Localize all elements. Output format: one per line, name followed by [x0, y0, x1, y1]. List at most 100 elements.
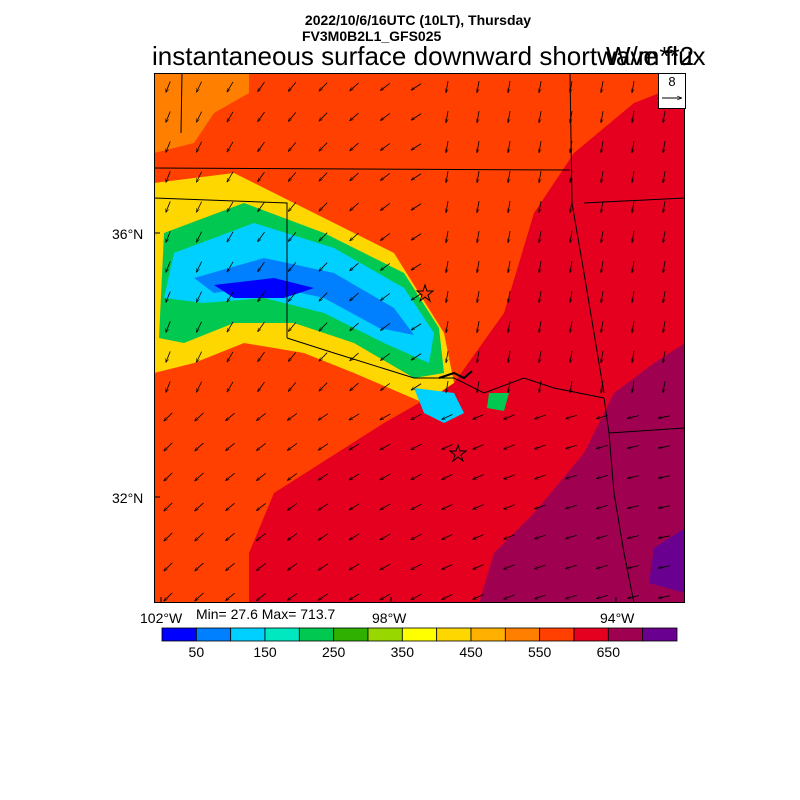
colorbar-swatch: [333, 627, 369, 642]
colorbar-tick-label: 50: [188, 644, 205, 660]
wind-arrow: [319, 112, 328, 122]
wind-arrow: [287, 563, 298, 570]
wind-arrow: [446, 351, 449, 363]
wind-arrow: [349, 563, 360, 570]
colorbar-tick-label: 450: [459, 644, 483, 660]
wind-arrow: [195, 562, 204, 571]
wind-arrow: [318, 413, 329, 421]
wind-arrow: [570, 231, 573, 243]
map-panel: [154, 73, 685, 603]
colorbar-swatch: [298, 627, 335, 642]
wind-arrow: [663, 201, 666, 213]
wind-arrow: [411, 593, 422, 601]
wind-arrow: [288, 202, 297, 211]
wind-arrow: [477, 351, 480, 363]
wind-arrow: [442, 474, 453, 480]
wind-arrow: [658, 445, 670, 448]
wind-arrow: [539, 291, 542, 303]
wind-arrow: [446, 81, 449, 93]
wind-arrow: [256, 412, 266, 420]
wind-arrow: [349, 413, 360, 420]
wind-arrow: [350, 202, 359, 211]
wind-arrow: [411, 533, 422, 541]
wind-arrow: [258, 321, 265, 332]
wind-arrow: [446, 171, 449, 183]
wind-arrow: [508, 141, 511, 153]
wind-arrow: [380, 443, 391, 451]
colorbar-swatch: [264, 627, 300, 642]
wind-arrow: [663, 291, 666, 303]
wind-arrow: [318, 593, 329, 601]
wind-arrow: [288, 172, 297, 181]
wind-arrow: [442, 444, 453, 450]
wind-arrow: [195, 171, 203, 183]
wind-arrow: [658, 535, 670, 538]
wind-arrow: [411, 143, 422, 150]
wind-arrow: [632, 291, 635, 303]
wind-arrow: [411, 203, 422, 210]
wind-arrow: [349, 443, 360, 450]
wind-arrow: [632, 201, 635, 213]
wind-arrow: [477, 291, 480, 303]
wind-arrow: [165, 351, 171, 362]
wind-arrow: [570, 201, 573, 213]
wind-arrow: [442, 594, 453, 600]
wind-arrow: [601, 351, 604, 363]
wind-arrow: [508, 291, 511, 303]
wind-arrow: [349, 503, 360, 510]
wind-arrow: [225, 472, 235, 481]
wind-arrow: [195, 111, 203, 123]
wind-arrow: [411, 503, 422, 511]
lat-label-36N: 36°N: [112, 226, 144, 242]
wind-arrow: [319, 262, 328, 272]
wind-arrow: [226, 261, 234, 272]
wind-arrow: [318, 533, 329, 541]
wind-arrow: [380, 323, 391, 330]
wind-arrow: [256, 472, 266, 480]
wind-arrow: [477, 111, 480, 123]
wind-arrow: [446, 261, 449, 273]
wind-arrow: [508, 201, 511, 213]
wind-arrow: [256, 502, 266, 510]
wind-arrow: [195, 532, 204, 541]
colorbar-tick-label: 650: [596, 644, 620, 660]
wind-arrow: [226, 291, 234, 302]
wind-arrow: [596, 505, 608, 508]
wind-arrow: [165, 111, 171, 122]
wind-arrow: [350, 352, 359, 361]
wind-arrow: [663, 141, 666, 153]
wind-arrow: [596, 565, 608, 568]
wind-arrow: [632, 351, 635, 363]
wind-arrow: [658, 595, 670, 598]
wind-arrow: [473, 504, 484, 510]
wind-arrow: [446, 291, 449, 303]
wind-arrow: [411, 83, 422, 90]
wind-arrow: [165, 171, 171, 182]
colorbar-swatch: [607, 627, 644, 642]
wind-arrow: [195, 412, 204, 421]
wind-arrow: [350, 292, 359, 301]
wind-arrow: [477, 141, 480, 153]
wind-arrow: [195, 592, 204, 601]
wind-arrow: [380, 473, 391, 481]
wind-arrow: [258, 261, 265, 272]
wind-arrow: [442, 564, 453, 570]
wind-arrow: [195, 502, 204, 511]
wind-arrow: [318, 563, 329, 571]
wind-arrow: [319, 172, 328, 182]
wind-arrow: [442, 534, 453, 540]
wind-arrow: [503, 504, 515, 510]
wind-arrow: [195, 291, 203, 303]
flux-region-max: [649, 528, 685, 593]
wind-arrow: [627, 565, 639, 569]
wind-arrow: [539, 171, 542, 183]
wind-arrow: [503, 474, 515, 480]
wind-arrow: [380, 83, 391, 90]
wind-arrow: [380, 593, 391, 601]
wind-arrow: [195, 472, 204, 481]
reference-vector-label: 8: [668, 74, 676, 89]
wind-arrow: [503, 444, 515, 450]
wind-arrow: [473, 594, 484, 600]
wind-arrow: [411, 113, 422, 120]
wind-arrow: [226, 201, 234, 212]
